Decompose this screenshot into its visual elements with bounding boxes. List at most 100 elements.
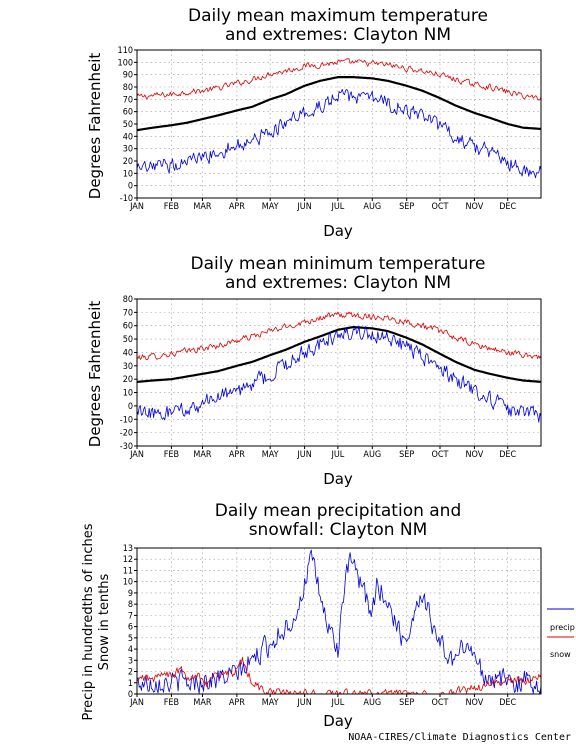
x-tick-label: JUL xyxy=(330,450,344,460)
y-tick-label: 10 xyxy=(123,169,133,179)
series-precip xyxy=(136,549,542,695)
x-tick-label: FEB xyxy=(164,202,179,212)
y-axis-label: Degrees Fahrenheit xyxy=(86,301,104,448)
y-tick-label: 80 xyxy=(123,83,133,93)
chart-title-line2: and extremes: Clayton NM xyxy=(225,25,451,45)
series-line-1 xyxy=(136,75,542,132)
y-tick-label: 2 xyxy=(128,668,133,678)
y-axis-label-line1: Precip in hundredths of inches xyxy=(81,523,96,720)
y-tick-label: 80 xyxy=(123,295,133,305)
x-tick-label: MAR xyxy=(193,450,212,460)
chart-title-line1: Daily mean maximum temperature xyxy=(188,6,488,26)
y-tick-label: -10 xyxy=(120,194,133,204)
y-tick-label: 4 xyxy=(128,645,133,655)
y-tick-label: 10 xyxy=(123,578,133,588)
series-line-0 xyxy=(136,58,542,101)
y-tick-label: 20 xyxy=(123,375,133,385)
y-tick-label: 20 xyxy=(123,157,133,167)
y-tick-label: 70 xyxy=(123,95,133,105)
x-tick-label: JUL xyxy=(330,698,344,708)
series-line-2 xyxy=(136,325,542,423)
y-tick-label: 60 xyxy=(123,108,133,118)
chart-title-line1: Daily mean minimum temperature xyxy=(191,254,486,274)
x-tick-label: APR xyxy=(229,202,245,212)
x-tick-label: AUG xyxy=(363,450,381,460)
x-tick-label: JUN xyxy=(296,698,311,708)
y-tick-label: 30 xyxy=(123,362,133,372)
x-tick-label: SEP xyxy=(399,450,414,460)
series-line-1 xyxy=(136,326,542,383)
x-tick-label: MAR xyxy=(193,202,212,212)
y-axis-label-line2: Snow in tenths xyxy=(97,573,112,670)
x-tick-label: APR xyxy=(229,450,245,460)
x-tick-label: FEB xyxy=(164,698,179,708)
chart-title-line1: Daily mean precipitation and xyxy=(215,501,462,521)
y-tick-label: 40 xyxy=(123,132,133,142)
x-tick-label: MAY xyxy=(262,202,279,212)
y-tick-label: 0 xyxy=(128,402,133,412)
x-tick-label: JAN xyxy=(129,202,144,212)
y-tick-label: 11 xyxy=(123,566,133,576)
y-tick-label: 8 xyxy=(128,600,133,610)
x-tick-label: NOV xyxy=(466,450,484,460)
legend-label-precip: precip xyxy=(550,623,575,632)
x-tick-label: JUL xyxy=(330,202,344,212)
series-line-2 xyxy=(136,89,542,179)
x-axis-label: Day xyxy=(323,222,353,240)
x-tick-label: DEC xyxy=(499,698,516,708)
chart-title-line2: and extremes: Clayton NM xyxy=(225,273,451,293)
y-tick-label: 50 xyxy=(123,335,133,345)
y-tick-label: 90 xyxy=(123,71,133,81)
x-tick-label: NOV xyxy=(466,202,484,212)
legend: precip snow xyxy=(547,608,575,659)
x-tick-label: APR xyxy=(229,698,245,708)
y-tick-label: 3 xyxy=(128,656,133,666)
y-tick-label: -10 xyxy=(120,415,133,425)
y-tick-label: 9 xyxy=(128,589,133,599)
x-tick-label: MAR xyxy=(193,698,212,708)
x-tick-label: FEB xyxy=(164,450,179,460)
x-tick-label: JUN xyxy=(296,450,311,460)
x-tick-label: AUG xyxy=(363,202,381,212)
x-tick-label: DEC xyxy=(499,450,516,460)
x-tick-label: MAY xyxy=(262,698,279,708)
y-tick-label: 12 xyxy=(123,555,133,565)
y-tick-label: 110 xyxy=(118,46,133,56)
y-axis-label: Degrees Fahrenheit xyxy=(86,53,104,200)
y-tick-label: 0 xyxy=(128,182,133,192)
legend-label-snow: snow xyxy=(550,650,571,659)
x-tick-label: MAY xyxy=(262,450,279,460)
chart-panel-precip: Daily mean precipitation and snowfall: C… xyxy=(81,501,575,730)
x-tick-label: JAN xyxy=(129,698,144,708)
x-tick-label: OCT xyxy=(432,450,449,460)
y-tick-label: 5 xyxy=(128,634,133,644)
y-tick-label: 13 xyxy=(123,544,133,554)
chart-panel-min-temp: Daily mean minimum temperature and extre… xyxy=(86,254,542,488)
x-axis-label: Day xyxy=(323,470,353,488)
y-tick-label: 10 xyxy=(123,389,133,399)
y-tick-label: 70 xyxy=(123,308,133,318)
x-tick-label: JAN xyxy=(129,450,144,460)
y-tick-label: 40 xyxy=(123,348,133,358)
y-tick-label: 50 xyxy=(123,120,133,130)
y-tick-label: 100 xyxy=(118,58,133,68)
y-tick-label: 30 xyxy=(123,145,133,155)
chart-title-line2: snowfall: Clayton NM xyxy=(249,520,428,540)
y-tick-label: 60 xyxy=(123,322,133,332)
y-tick-label: 0 xyxy=(128,690,133,700)
series-line-0 xyxy=(136,311,542,361)
y-tick-label: -20 xyxy=(120,429,133,439)
y-tick-label: -30 xyxy=(120,442,133,452)
y-tick-label: 7 xyxy=(128,611,133,621)
credit-text: NOAA-CIRES/Climate Diagnostics Center xyxy=(348,732,571,743)
x-tick-label: SEP xyxy=(399,202,414,212)
plot-frame xyxy=(136,547,542,695)
chart-panel-max-temp: Daily mean maximum temperature and extre… xyxy=(86,6,542,240)
y-tick-label: 1 xyxy=(128,679,133,689)
plot-frame xyxy=(136,298,542,447)
x-axis-label: Day xyxy=(323,712,353,730)
x-tick-label: AUG xyxy=(363,698,381,708)
x-tick-label: NOV xyxy=(466,698,484,708)
